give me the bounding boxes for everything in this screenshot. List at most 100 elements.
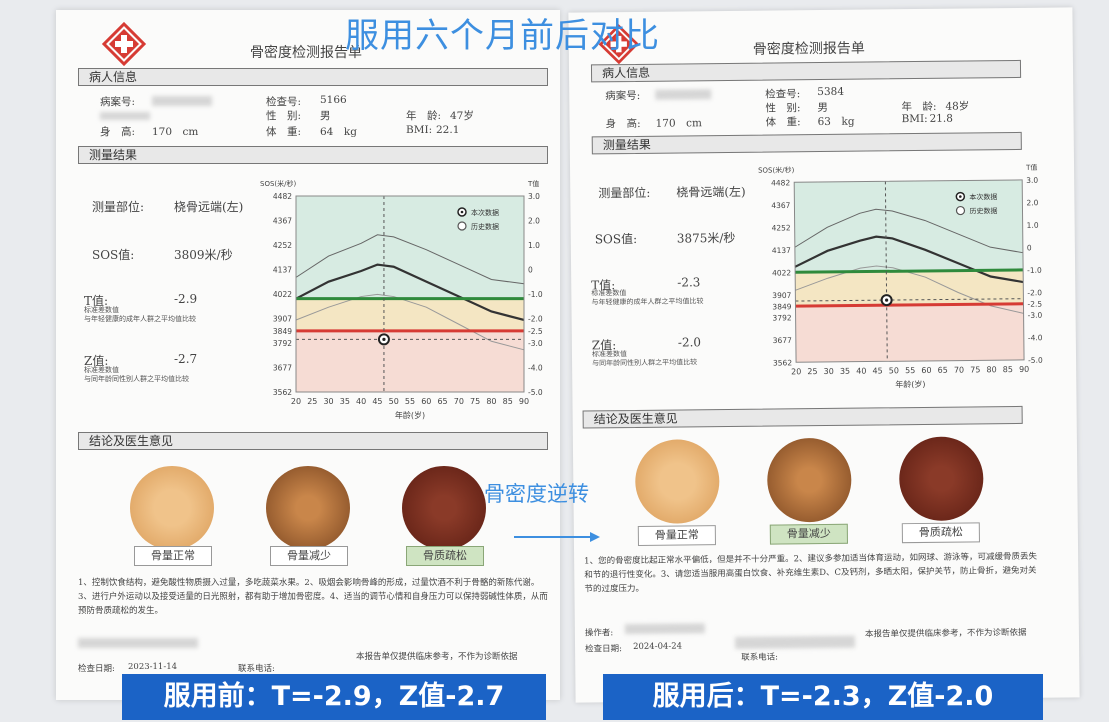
t-tick-label: -3.0 xyxy=(528,339,543,348)
t-minus2-5-line xyxy=(795,302,1024,308)
weight-value: 63 kg xyxy=(817,115,855,129)
redacted-case-no xyxy=(152,96,212,106)
contact-label: 联系电话: xyxy=(238,664,275,674)
t-tick-label: 0 xyxy=(528,266,533,275)
exam-no-label: 检查号: xyxy=(266,96,302,108)
t-minus1-line xyxy=(795,268,1024,274)
contact-label: 联系电话: xyxy=(741,652,779,663)
legend-current-dot xyxy=(460,210,464,214)
x-tick-label: 65 xyxy=(437,397,447,406)
y-tick-label: 4482 xyxy=(273,192,292,201)
disc-osteoporosis-icon xyxy=(402,466,486,550)
x-tick-label: 25 xyxy=(307,397,317,406)
x-tick-label: 45 xyxy=(372,397,382,406)
y-tick-label: 3907 xyxy=(273,315,292,324)
zone-normal xyxy=(296,196,524,299)
section-patient-info: 病人信息 xyxy=(590,59,1022,83)
section-conclusion: 结论及医生意见 xyxy=(78,432,548,450)
current-point-dot xyxy=(885,298,889,302)
reference-curve-0 xyxy=(295,234,525,285)
sos-label: SOS值: xyxy=(594,231,638,247)
disc-label-osteoporosis: 骨质疏松 xyxy=(406,546,484,566)
weight-label: 体 重: xyxy=(765,116,801,129)
t-tick-label: 1.0 xyxy=(1027,221,1039,230)
exam-no: 5166 xyxy=(320,94,347,106)
disclaimer: 本报告单仅提供临床参考，不作为诊断依据 xyxy=(356,652,518,662)
disc-normal-icon xyxy=(634,439,720,524)
t-tick-label: -1.0 xyxy=(1027,266,1042,275)
height-value: 170 cm xyxy=(152,126,199,138)
z-label: Z值: xyxy=(84,354,109,368)
exam-date: 2024-04-24 xyxy=(632,641,683,653)
x-tick-label: 40 xyxy=(856,367,866,376)
age-value: 48岁 xyxy=(945,100,970,113)
z-note: 标准差数值 与同年龄同性别人群之平均值比较 xyxy=(84,366,189,383)
conclusion-text: 1、您的骨密度比起正常水平偏低，但是并不十分严重。2、建议多参加适当体育运动，如… xyxy=(584,551,1038,595)
zone-reduced xyxy=(296,298,524,331)
x-tick-label: 50 xyxy=(889,366,899,375)
report-title: 骨密度检测报告单 xyxy=(250,45,362,61)
x-tick-label: 60 xyxy=(421,397,431,406)
x-tick-label: 25 xyxy=(807,367,817,376)
z-note: 标准差数值 与同年龄同性别人群之平均值比较 xyxy=(591,350,698,368)
exam-date: 2023-11-14 xyxy=(128,662,178,672)
reference-curve-2 xyxy=(795,265,1024,314)
disc-osteoporosis-icon xyxy=(898,436,984,522)
y-tick-label: 3907 xyxy=(772,291,791,300)
exam-date-label: 检查日期: xyxy=(78,664,115,674)
red-cross-logo xyxy=(598,24,639,65)
t-tick-label: 0 xyxy=(1027,243,1032,252)
report-after: 骨密度检测报告单 病人信息 病案号: 检查号: 5384 性 别: 男 年 龄:… xyxy=(568,7,1080,703)
t-tick-label: -4.0 xyxy=(1028,333,1043,342)
weight-value: 64 kg xyxy=(320,126,357,138)
legend-current-label: 本次数据 xyxy=(969,192,997,201)
disc-reduced-icon xyxy=(766,437,852,523)
report-before: 骨密度检测报告单 病人信息 病案号: 检查号: 5166 性 别: 男 年 龄:… xyxy=(56,10,560,700)
x-tick-label: 30 xyxy=(323,397,333,406)
x-tick-label: 35 xyxy=(840,367,850,376)
current-point-dot xyxy=(382,337,386,341)
y-tick-label: 4022 xyxy=(273,290,292,299)
y-tick-label: 4137 xyxy=(772,246,791,255)
redacted-operator xyxy=(78,638,198,648)
y-tick-label: 4367 xyxy=(273,217,292,226)
age-value: 47岁 xyxy=(450,110,474,122)
x-tick-label: 45 xyxy=(872,366,882,375)
banner-after: 服用后：T=-2.3，Z值-2.0 xyxy=(603,674,1043,720)
sex-value: 男 xyxy=(817,101,828,115)
y-tick-label: 3792 xyxy=(273,339,292,348)
disc-label-reduced: 骨量减少 xyxy=(270,546,348,566)
y-tick-label: 3677 xyxy=(773,336,792,345)
plot-frame xyxy=(295,195,525,393)
y-tick-label: 3677 xyxy=(273,364,292,373)
t-label: T值: xyxy=(84,294,109,308)
right-arrow-icon xyxy=(514,532,600,542)
t-tick-label: -2.5 xyxy=(1027,300,1042,309)
sos-chart-before: 3562 3677 3792 3849 3907 4022 4137 4252 4367 4482… xyxy=(260,179,543,420)
reference-curve-2 xyxy=(295,293,525,351)
disclaimer: 本报告单仅提供临床参考，不作为诊断依据 xyxy=(864,627,1027,640)
x-tick-label: 70 xyxy=(454,397,464,406)
x-tick-label: 35 xyxy=(340,397,350,406)
x-tick-label: 85 xyxy=(1003,365,1013,374)
legend-history-marker xyxy=(955,205,966,216)
t-tick-label: 3.0 xyxy=(1026,176,1038,185)
bmi-value: 22.1 xyxy=(436,124,460,136)
bmi-value: 21.8 xyxy=(929,112,953,125)
y2-axis-label: T值 xyxy=(527,179,539,188)
zone-reduced xyxy=(795,269,1024,307)
t-tick-label: 2.0 xyxy=(1026,198,1038,207)
reversal-label: 骨密度逆转 xyxy=(484,482,589,506)
x-tick-label: 55 xyxy=(405,397,415,406)
legend-history-label: 历史数据 xyxy=(969,206,997,215)
height-label: 身 高: xyxy=(605,117,641,131)
x-tick-label: 30 xyxy=(824,367,834,376)
x-axis-label: 年龄(岁) xyxy=(895,379,925,389)
site-label: 测量部位: xyxy=(92,200,145,214)
reference-curve-0 xyxy=(794,208,1024,254)
t-tick-label: 2.0 xyxy=(528,217,540,226)
crosshair-horizontal xyxy=(795,298,1024,302)
x-tick-label: 80 xyxy=(486,397,496,406)
y-tick-label: 4482 xyxy=(771,178,790,187)
site-value: 桡骨远端(左) xyxy=(676,184,746,200)
